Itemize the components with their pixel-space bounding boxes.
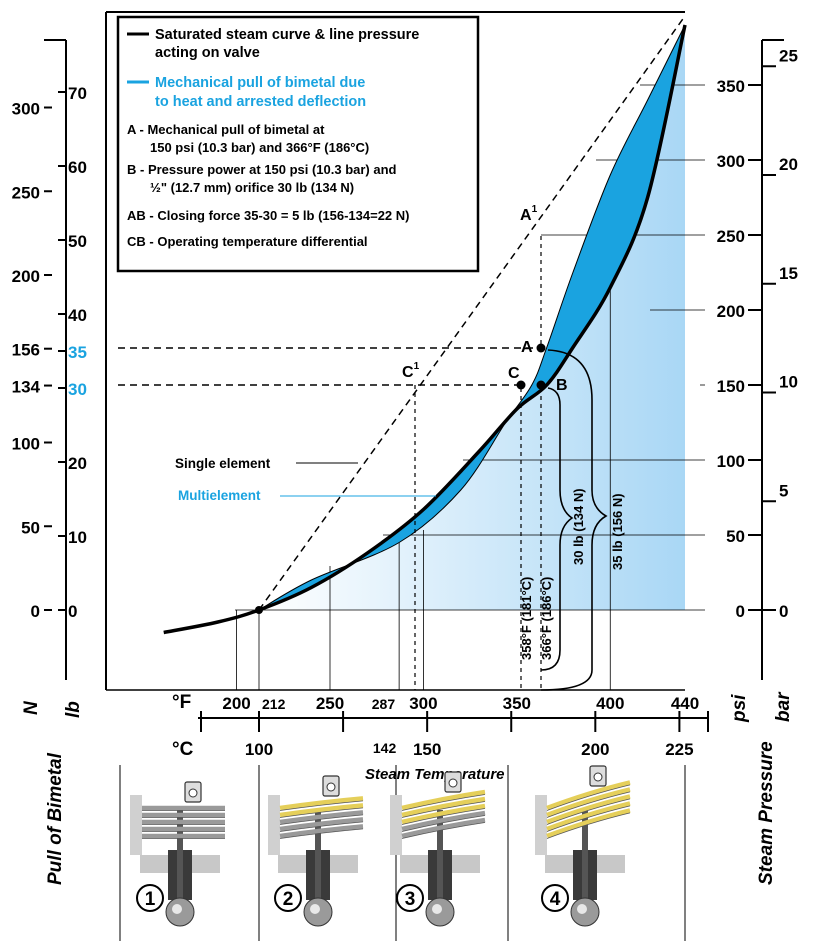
legend-b1: B - Pressure power at 150 psi (10.3 bar)… (127, 162, 397, 177)
annotation-366: 366°F (186°C) (539, 577, 554, 660)
label-c: C (508, 365, 520, 382)
label-a: A (521, 339, 533, 356)
unit-lb: lb (63, 701, 84, 718)
bar-tick-25: 25 (779, 46, 798, 65)
legend-line2b: to heat and arrested deflection (155, 94, 366, 110)
f-tick-300: 300 (409, 694, 437, 713)
lb-tick-30: 30 (68, 380, 87, 399)
n-tick-0: 0 (31, 602, 40, 621)
psi-tick-300: 300 (717, 152, 745, 171)
bimetal-stages: 1 2 3 4 (119, 765, 686, 941)
n-tick-300: 300 (12, 100, 40, 119)
unit-n: N (21, 700, 42, 715)
f-tick-200: 200 (222, 694, 250, 713)
annotation-358: 358°F (181°C) (519, 577, 534, 660)
unit-bar: bar (773, 691, 794, 722)
c-tick-200: 200 (581, 740, 609, 759)
stage-3: 3 (390, 771, 486, 927)
bar-tick-0: 0 (779, 602, 788, 621)
stage-2: 2 (268, 775, 364, 927)
psi-tick-250: 250 (717, 227, 745, 246)
n-tick-250: 250 (12, 183, 40, 202)
point-origin (255, 606, 263, 614)
annotation-30lb: 30 lb (134 N) (571, 488, 586, 565)
unit-psi: psi (729, 694, 750, 723)
single-element-label: Single element (175, 456, 271, 471)
n-tick-134: 134 (12, 378, 41, 397)
psi-tick-200: 200 (717, 302, 745, 321)
ylabel-left: Pull of Bimetal (45, 752, 66, 885)
lb-tick-50: 50 (68, 232, 87, 251)
label-b: B (556, 377, 568, 394)
label-c1: C1 (402, 361, 420, 381)
c-tick-142: 142 (373, 740, 397, 756)
lb-tick-20: 20 (68, 454, 87, 473)
legend-line2: Mechanical pull of bimetal due (155, 75, 365, 91)
bar-tick-20: 20 (779, 155, 798, 174)
stage-1: 1 (130, 781, 225, 927)
bottom-axes: 200 250 300 350 400 440 212 287 100 150 200 225 142 (198, 694, 709, 759)
stage-4: 4 (535, 765, 631, 927)
f-tick-350: 350 (503, 694, 531, 713)
bar-tick-15: 15 (779, 264, 798, 283)
f-tick-440: 440 (671, 694, 699, 713)
stage-label-2: 2 (283, 889, 294, 910)
legend: Saturated steam curve & line pressure ac… (116, 15, 480, 273)
lb-tick-40: 40 (68, 306, 87, 325)
steam-curve-line (163, 24, 687, 635)
legend-a1: A - Mechanical pull of bimetal at (127, 122, 325, 137)
f-tick-287: 287 (372, 696, 396, 712)
legend-cb: CB - Operating temperature differential (127, 234, 368, 249)
c-tick-100: 100 (245, 740, 273, 759)
n-tick-156: 156 (12, 341, 40, 360)
psi-tick-100: 100 (717, 452, 745, 471)
lb-tick-0: 0 (68, 602, 77, 621)
stage-label-4: 4 (550, 889, 561, 910)
stage-label-1: 1 (145, 889, 156, 910)
n-tick-200: 200 (12, 267, 40, 286)
stage-label-3: 3 (405, 889, 416, 910)
bar-tick-10: 10 (779, 373, 798, 392)
psi-tick-0: 0 (736, 602, 745, 621)
point-c (516, 380, 526, 390)
lb-tick-70: 70 (68, 84, 87, 103)
label-a1: A1 (520, 204, 538, 224)
single-element-dashed-line (258, 15, 686, 611)
unit-c: °C (172, 739, 194, 760)
legend-b2: ½" (12.7 mm) orifice 30 lb (134 N) (150, 180, 354, 195)
f-tick-212: 212 (262, 696, 286, 712)
legend-ab: AB - Closing force 35-30 = 5 lb (156-134… (127, 208, 410, 223)
lb-tick-10: 10 (68, 528, 87, 547)
multielement-label: Multielement (178, 488, 261, 503)
unit-f: °F (172, 692, 191, 713)
bar-tick-5: 5 (779, 481, 788, 500)
f-tick-250: 250 (316, 694, 344, 713)
left-axes: 0 10 20 30 35 40 50 60 70 0 50 100 134 156 200 250 300 (12, 39, 87, 680)
psi-tick-50: 50 (726, 527, 745, 546)
xlabel: Steam Temperature (365, 766, 505, 783)
c-tick-225: 225 (665, 740, 693, 759)
lb-tick-60: 60 (68, 158, 87, 177)
n-tick-100: 100 (12, 435, 40, 454)
psi-tick-350: 350 (717, 77, 745, 96)
n-tick-50: 50 (21, 518, 40, 537)
legend-line1: Saturated steam curve & line pressure (155, 27, 419, 43)
legend-a2: 150 psi (10.3 bar) and 366°F (186°C) (150, 140, 369, 155)
lb-tick-35: 35 (68, 343, 87, 362)
bracket-35lb (540, 349, 608, 691)
c-tick-150: 150 (413, 740, 441, 759)
right-axes: 0 50 100 150 200 250 300 350 0 5 10 15 20 25 (717, 39, 798, 680)
annotation-35lb: 35 lb (156 N) (610, 493, 625, 570)
psi-tick-150: 150 (717, 377, 745, 396)
point-a (536, 343, 546, 353)
point-b (536, 380, 546, 390)
f-tick-400: 400 (596, 694, 624, 713)
pressure-area-fill (259, 25, 685, 610)
bracket-30lb (540, 387, 574, 671)
ylabel-right: Steam Pressure (756, 741, 777, 885)
legend-line1b: acting on valve (155, 45, 260, 61)
